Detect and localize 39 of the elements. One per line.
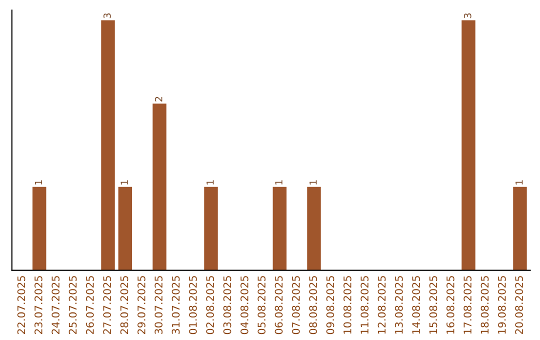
x-tick-label: 08.08.2025 — [309, 276, 318, 334]
x-tick-label: 22.07.2025 — [17, 276, 26, 334]
x-tick-label: 19.08.2025 — [498, 276, 506, 334]
x-tick-label: 12.08.2025 — [378, 276, 386, 334]
x-tick-label: 13.08.2025 — [394, 276, 403, 334]
x-tick-label: 26.07.2025 — [86, 276, 94, 334]
x-tick-label: 06.08.2025 — [274, 276, 283, 334]
data-label: 2 — [154, 96, 162, 102]
x-tick-label: 31.07.2025 — [172, 276, 180, 334]
data-label: 1 — [34, 180, 42, 184]
x-tick-label: 14.08.2025 — [412, 276, 420, 334]
x-tick-label: 17.08.2025 — [464, 276, 472, 334]
x-tick-label: 04.08.2025 — [240, 276, 248, 334]
x-tick-label: 23.07.2025 — [34, 276, 42, 334]
x-tick-label: 05.08.2025 — [258, 276, 266, 334]
data-label: 3 — [103, 13, 111, 18]
data-label: 1 — [275, 180, 282, 184]
data-label: 1 — [120, 180, 128, 184]
data-label: 1 — [206, 180, 214, 184]
x-tick-label: 11.08.2025 — [360, 276, 369, 334]
x-tick-label: 10.08.2025 — [343, 276, 352, 334]
x-tick-label: 24.07.2025 — [52, 276, 60, 334]
x-tick-label: 15.08.2025 — [429, 276, 438, 334]
x-tick-label: 25.07.2025 — [68, 276, 77, 334]
data-label: 1 — [310, 180, 317, 184]
x-tick-label: 20.08.2025 — [515, 276, 524, 334]
x-tick-label: 27.07.2025 — [103, 276, 112, 334]
x-tick-label: 16.08.2025 — [446, 276, 454, 334]
data-label: 3 — [464, 13, 472, 18]
data-label: 1 — [516, 180, 523, 184]
x-tick-label: 09.08.2025 — [326, 276, 334, 334]
x-tick-label: 03.08.2025 — [223, 276, 232, 334]
x-tick-label: 28.07.2025 — [120, 276, 128, 334]
x-tick-label: 30.07.2025 — [154, 276, 163, 334]
x-tick-label: 29.07.2025 — [137, 276, 146, 334]
x-tick-label: 07.08.2025 — [292, 276, 300, 334]
x-tick-label: 01.08.2025 — [188, 276, 197, 334]
x-tick-label: 02.08.2025 — [206, 276, 214, 334]
x-tick-label: 18.08.2025 — [480, 276, 489, 334]
